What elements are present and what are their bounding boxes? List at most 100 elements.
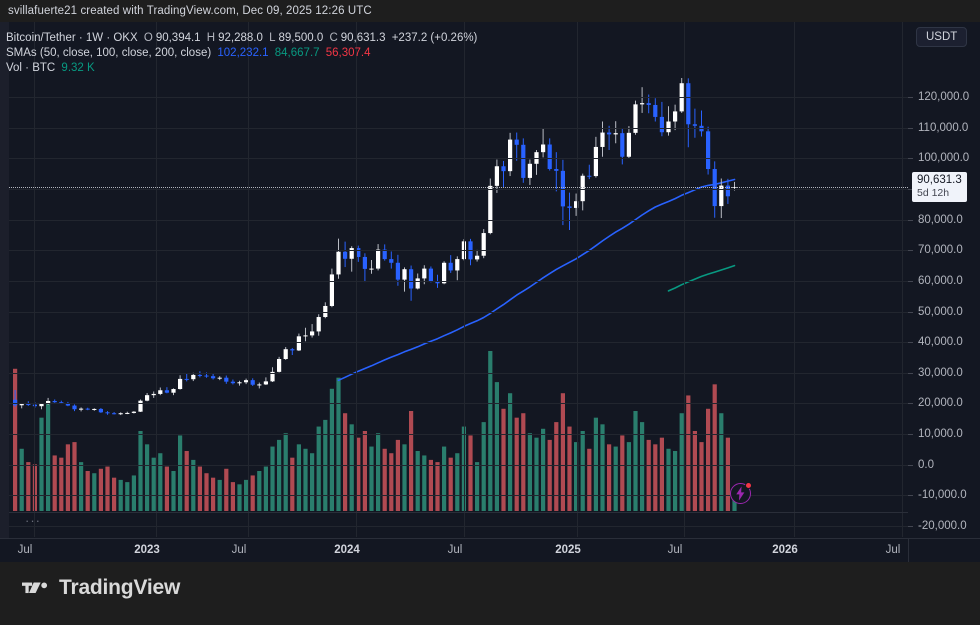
tradingview-logo: TradingView: [22, 576, 180, 600]
more-indicators-button[interactable]: ···: [25, 513, 41, 528]
price-axis-label: -10,000.0: [918, 489, 967, 502]
volume-bar: [725, 437, 730, 511]
candle-body: [277, 359, 282, 372]
grid-line-horizontal: [9, 373, 908, 374]
legend-symbol[interactable]: Bitcoin/Tether · 1W · OKX: [6, 32, 138, 44]
candle-body: [105, 412, 110, 414]
legend-close-value: 90,631.3: [340, 32, 386, 44]
volume-bar: [178, 435, 183, 511]
grid-line-horizontal: [9, 526, 908, 527]
attribution-text: svillafuerte21 created with TradingView.…: [8, 5, 372, 17]
time-axis-label: 2026: [772, 544, 798, 556]
volume-bar: [72, 442, 77, 511]
legend-sma50-value: 102,232.1: [217, 47, 269, 59]
volume-bar: [587, 448, 592, 511]
candle-body: [362, 256, 367, 269]
volume-bar: [468, 435, 473, 511]
candle-body: [26, 404, 31, 406]
candle-body: [494, 166, 499, 186]
price-axis-tick: [908, 220, 913, 221]
candle-body: [112, 413, 117, 415]
legend-sma100-value: 84,667.7: [274, 47, 320, 59]
volume-bar: [679, 413, 684, 511]
bar-countdown: 5d 12h: [917, 186, 950, 199]
candle-body: [230, 381, 235, 384]
grid-line-horizontal: [9, 281, 908, 282]
volume-bar: [640, 422, 645, 511]
volume-bar: [422, 455, 427, 511]
volume-bar: [224, 468, 229, 511]
legend-volume-title[interactable]: Vol · BTC: [6, 62, 56, 74]
grid-line-horizontal: [9, 128, 908, 129]
candle-body: [257, 384, 262, 386]
volume-bar: [164, 466, 169, 511]
candle-body: [600, 132, 605, 147]
volume-bar: [633, 411, 638, 511]
volume-bar: [514, 417, 519, 511]
volume-bar: [131, 475, 136, 511]
price-axis-tick: [908, 495, 913, 496]
candle-body: [310, 331, 315, 336]
volume-bar: [237, 484, 242, 511]
candle-body: [501, 166, 506, 172]
candle-body: [448, 262, 453, 271]
candle-body: [521, 144, 526, 178]
time-axis-label: Jul: [231, 544, 247, 556]
grid-line-vertical: [794, 22, 795, 537]
volume-bar: [145, 444, 150, 511]
candle-body: [46, 400, 51, 404]
candle-body: [376, 249, 381, 269]
candle-body: [349, 248, 354, 259]
legend-volume-row[interactable]: Vol · BTC 9.32 K: [6, 61, 480, 76]
volume-bar: [92, 473, 97, 511]
price-axis-label: 60,000.0: [918, 274, 963, 287]
candle-body: [13, 399, 18, 406]
time-axis-label: Jul: [447, 544, 463, 556]
volume-bar: [461, 426, 466, 511]
volume-bar: [283, 433, 288, 511]
legend-symbol-row[interactable]: Bitcoin/Tether · 1W · OKX O 90,394.1 H 92,…: [6, 31, 480, 46]
volume-bar: [356, 437, 361, 511]
candle-body: [145, 395, 150, 401]
currency-badge[interactable]: USDT: [916, 27, 968, 47]
candle-body: [706, 131, 711, 170]
candle-body: [224, 377, 229, 382]
price-axis-label: 100,000.0: [918, 152, 970, 165]
grid-line-horizontal: [9, 250, 908, 251]
time-axis[interactable]: Jul 2023 Jul 2024 Jul 2025 Jul 2026 Jul: [0, 538, 980, 562]
volume-bar: [369, 446, 374, 511]
candle-body: [673, 111, 678, 122]
candle-body: [197, 374, 202, 376]
price-axis-tick: [908, 158, 913, 159]
alert-bolt-icon[interactable]: [729, 482, 752, 504]
price-axis-label: 30,000.0: [918, 366, 963, 379]
volume-bar: [85, 471, 90, 511]
candle-body: [626, 132, 631, 157]
candle-body: [580, 175, 585, 202]
candle-body: [39, 403, 44, 407]
volume-bar: [158, 453, 163, 511]
chart-pane[interactable]: ···: [9, 22, 908, 562]
volume-bar: [508, 393, 513, 511]
price-axis[interactable]: USDT 90,631.3 5d 12h 120,000.0 110,000.0 1…: [908, 22, 980, 562]
candle-body: [686, 83, 691, 125]
candle-body: [666, 121, 671, 133]
legend-sma-row[interactable]: SMAs (50, close, 100, close, 200, close)…: [6, 46, 480, 61]
volume-bar: [112, 477, 117, 511]
grid-line-vertical: [34, 22, 35, 537]
sma-50-line: [337, 178, 736, 382]
price-axis-tick: [908, 189, 913, 190]
legend-sma-title[interactable]: SMAs (50, close, 100, close, 200, close): [6, 47, 212, 59]
candle-body: [171, 389, 176, 393]
candle-body: [574, 201, 579, 208]
volume-bar: [719, 413, 724, 511]
candle-body: [554, 169, 559, 171]
candle-body: [138, 400, 143, 412]
volume-bar: [567, 426, 572, 511]
volume-bar: [257, 471, 262, 511]
candle-body: [290, 349, 295, 351]
candle-body: [184, 378, 189, 380]
legend-low-label: L: [269, 32, 276, 44]
volume-bar: [435, 462, 440, 511]
volume-bar: [574, 442, 579, 511]
